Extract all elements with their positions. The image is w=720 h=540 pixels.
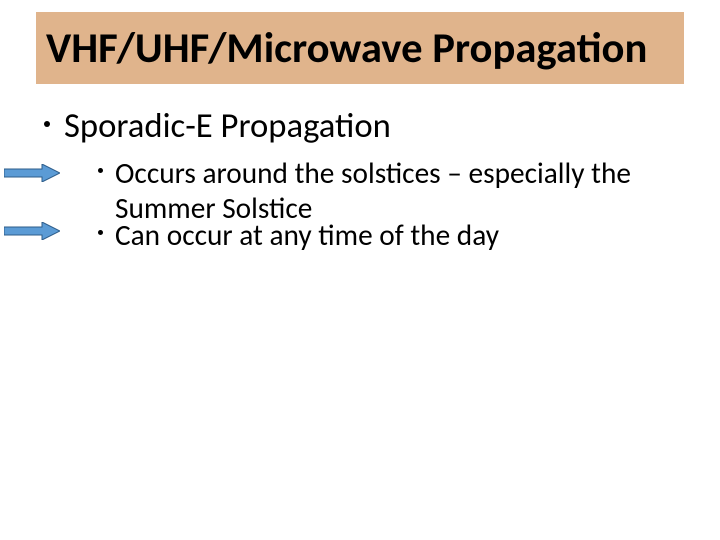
bullet-dot (98, 230, 103, 235)
slide: VHF/UHF/Microwave Propagation Sporadic-E… (0, 0, 720, 540)
bullet-level2-1: Can occur at any time of the day (98, 218, 499, 253)
slide-title-box: VHF/UHF/Microwave Propagation (36, 12, 684, 84)
bullet-dot (98, 168, 103, 173)
bullet-text: Sporadic-E Propagation (64, 106, 391, 148)
arrow-svg (4, 222, 60, 240)
bullet-level2-0: Occurs around the solstices – especially… (98, 156, 635, 226)
bullet-text: Occurs around the solstices – especially… (115, 156, 635, 226)
bullet-level1-0: Sporadic-E Propagation (44, 106, 391, 148)
slide-title-text: VHF/UHF/Microwave Propagation (46, 22, 647, 74)
arrow-right-icon (4, 164, 60, 187)
arrow-svg (4, 164, 60, 182)
bullet-text: Can occur at any time of the day (115, 218, 499, 253)
bullet-dot (44, 121, 50, 127)
arrow-right-icon (4, 222, 60, 245)
